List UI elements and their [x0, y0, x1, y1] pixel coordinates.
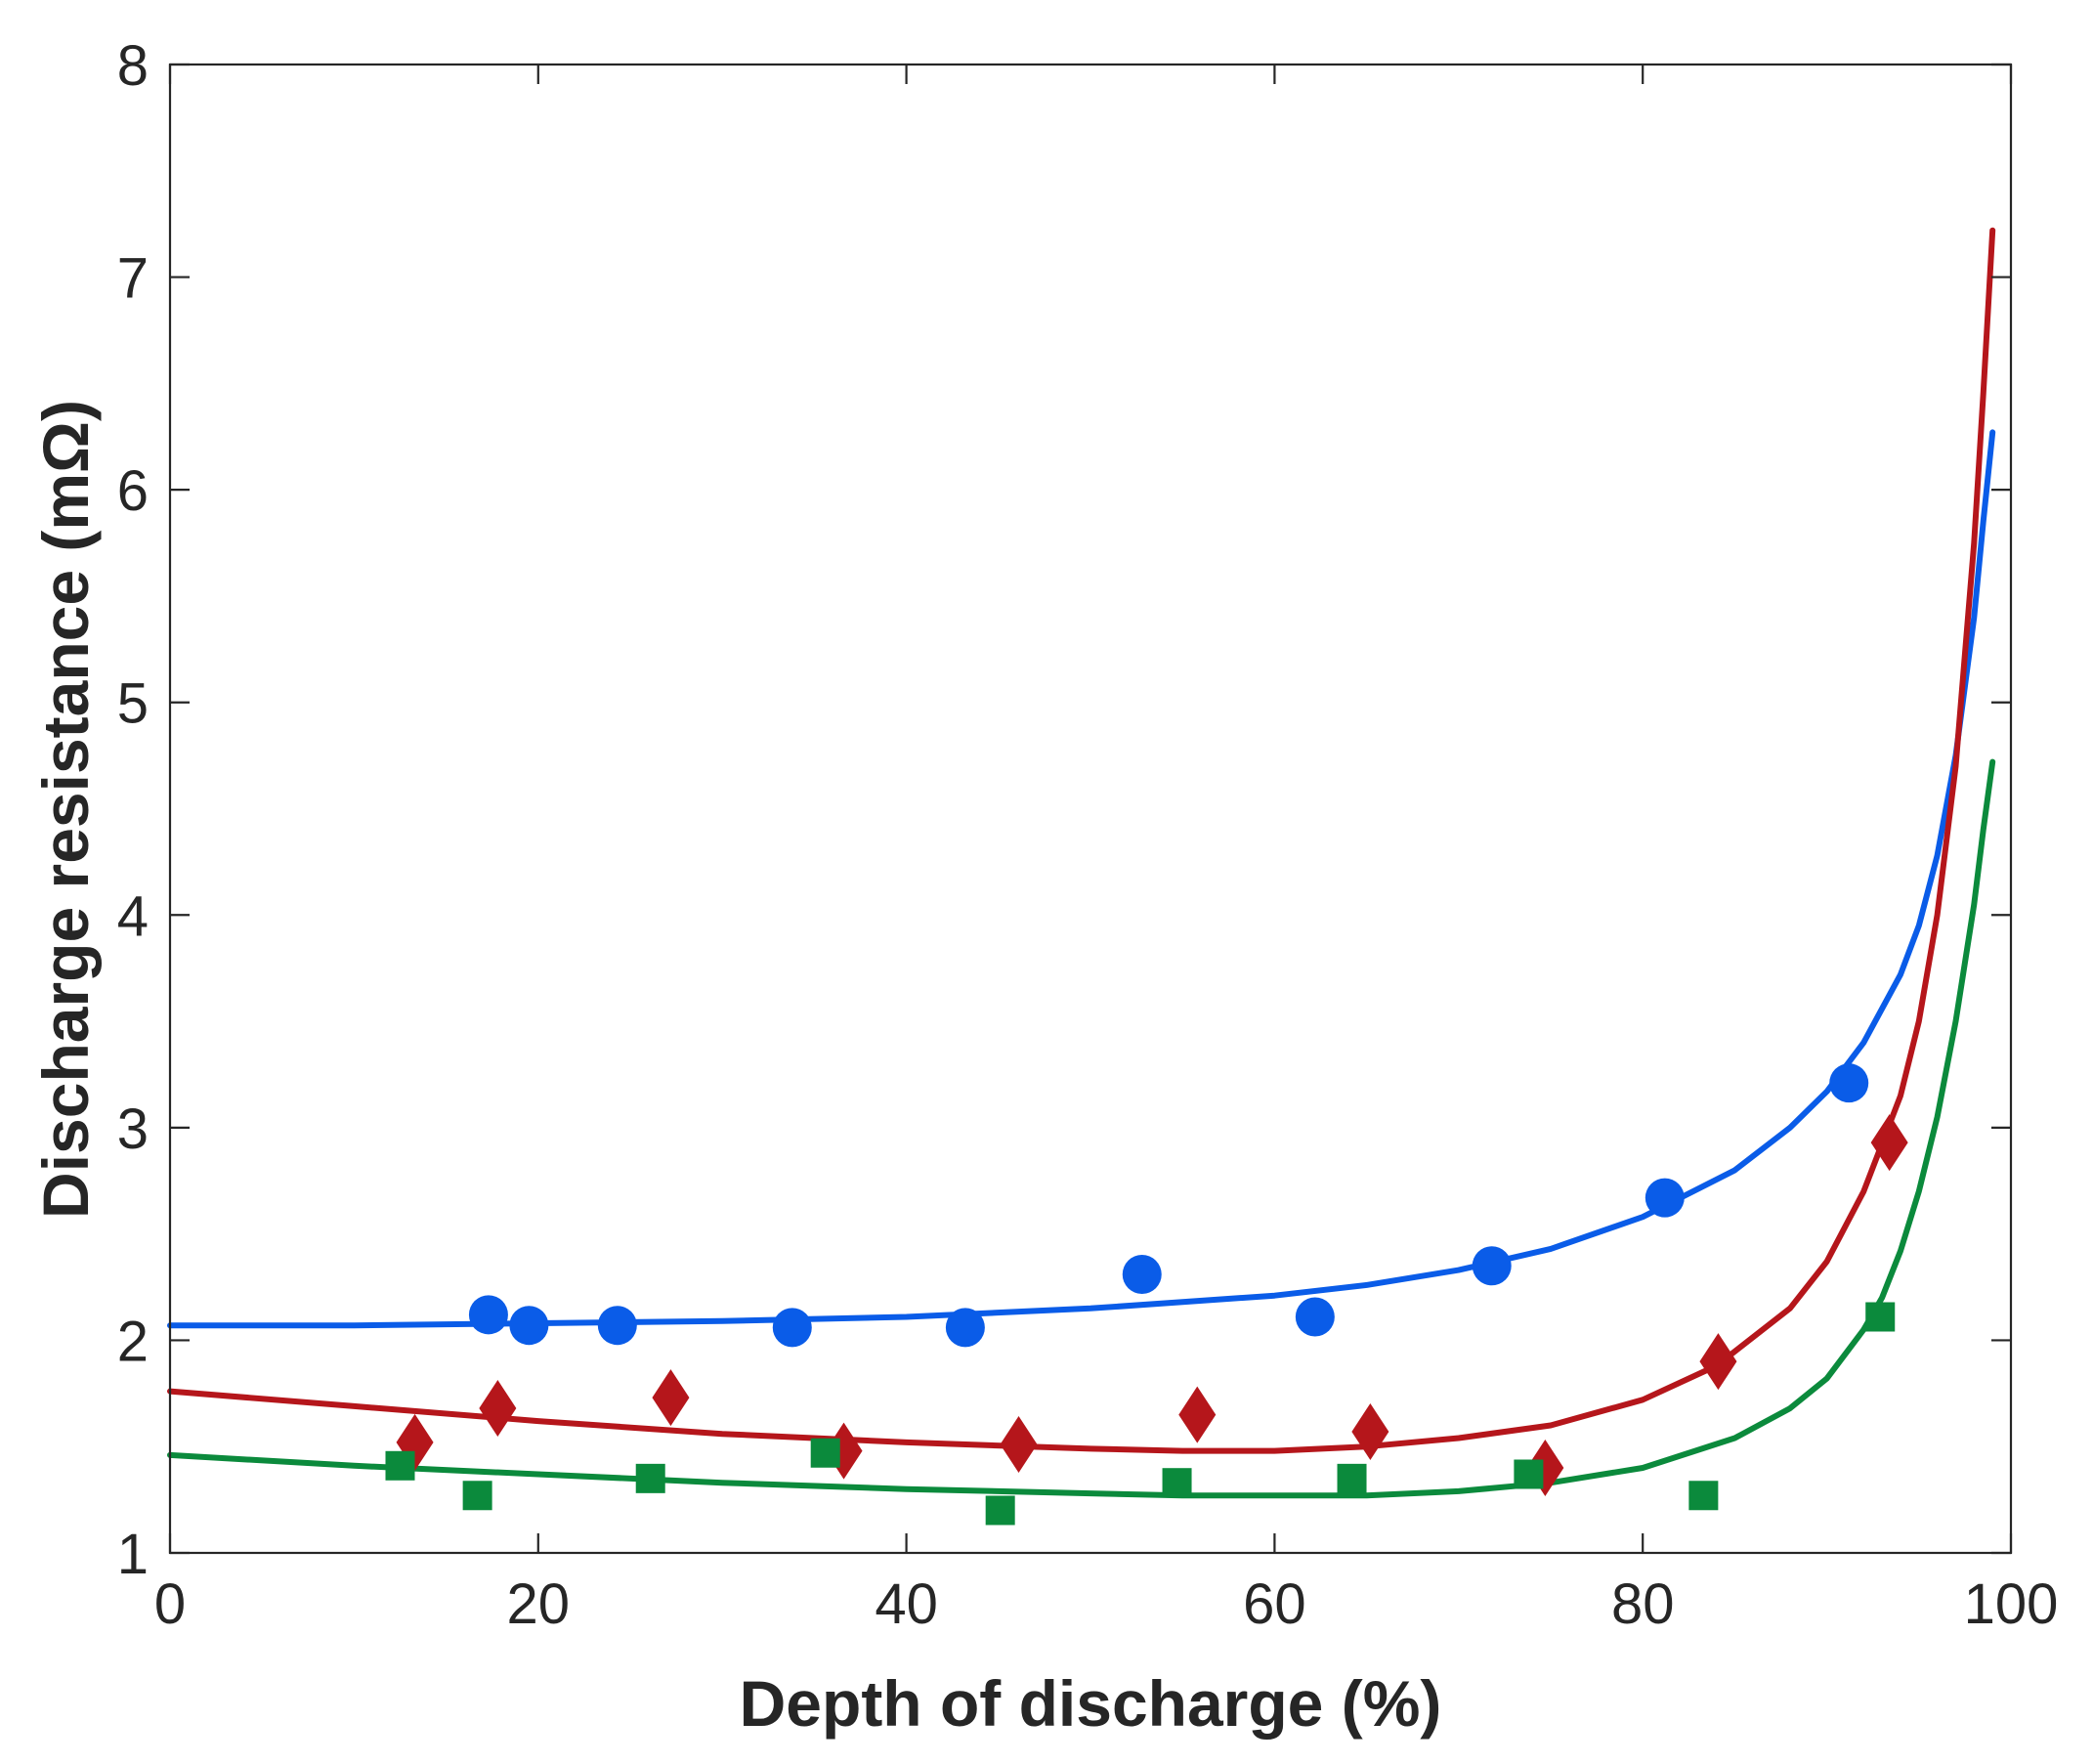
blue-circles-marker	[1122, 1254, 1162, 1294]
y-axis-title: Discharge resistance (mΩ)	[29, 400, 102, 1219]
y-tick-label: 8	[117, 34, 149, 98]
y-tick-label: 6	[117, 459, 149, 523]
green-squares-marker	[1865, 1302, 1896, 1332]
blue-circles-marker	[1644, 1178, 1685, 1218]
green-squares-marker	[1514, 1459, 1544, 1489]
green-squares-marker	[635, 1463, 665, 1493]
blue-circles-marker	[1829, 1063, 1869, 1103]
x-tick-label: 40	[875, 1572, 938, 1636]
green-squares-marker	[1162, 1468, 1192, 1498]
y-tick-label: 2	[117, 1310, 149, 1373]
x-tick-label: 0	[154, 1572, 186, 1636]
y-tick-labels: 1 2 3 4 5 6 7 8	[117, 34, 149, 1586]
axis-ticks	[168, 63, 2013, 1555]
blue-circles-marker	[1295, 1297, 1335, 1337]
green-squares-marker	[462, 1481, 492, 1511]
x-axis-title: Depth of discharge (%)	[740, 1667, 1442, 1740]
red-diamonds-marker	[1870, 1114, 1908, 1172]
green-squares-marker	[1688, 1481, 1719, 1511]
x-tick-label: 60	[1243, 1572, 1306, 1636]
red-diamonds-marker	[1178, 1386, 1217, 1443]
green-squares-marker	[385, 1450, 415, 1481]
green-squares-marker	[810, 1438, 840, 1468]
blue-circles-marker	[945, 1308, 985, 1348]
red-diamonds-marker	[1000, 1416, 1038, 1474]
red-diamonds-marker	[479, 1380, 517, 1438]
blue-circles-marker	[772, 1308, 812, 1348]
data-markers	[385, 1063, 1908, 1526]
y-tick-label: 1	[117, 1523, 149, 1586]
red-diamonds-marker	[1699, 1333, 1737, 1391]
x-tick-label: 20	[507, 1572, 571, 1636]
red-diamonds-marker	[652, 1369, 690, 1427]
x-tick-label: 100	[1964, 1572, 2059, 1636]
y-tick-label: 3	[117, 1097, 149, 1161]
y-tick-label: 5	[117, 672, 149, 736]
blue-circles-marker	[1472, 1246, 1512, 1286]
green-squares-marker	[985, 1495, 1015, 1526]
green-squares-fit-line	[167, 758, 1996, 1499]
plot-frame	[168, 63, 2013, 1555]
fit-curves	[167, 227, 1996, 1499]
red-diamonds-marker	[1351, 1402, 1389, 1460]
x-tick-label: 80	[1611, 1572, 1675, 1636]
green-squares-marker	[1337, 1463, 1367, 1493]
blue-circles-marker	[509, 1306, 549, 1346]
blue-circles-marker	[468, 1295, 508, 1335]
x-tick-labels: 0 20 40 60 80 100	[154, 1572, 2059, 1636]
red-diamonds-fit-line	[167, 227, 1996, 1454]
y-tick-label: 4	[117, 884, 149, 948]
blue-circles-fit-line	[167, 429, 1996, 1329]
blue-circles-marker	[597, 1306, 637, 1346]
y-tick-label: 7	[117, 247, 149, 311]
